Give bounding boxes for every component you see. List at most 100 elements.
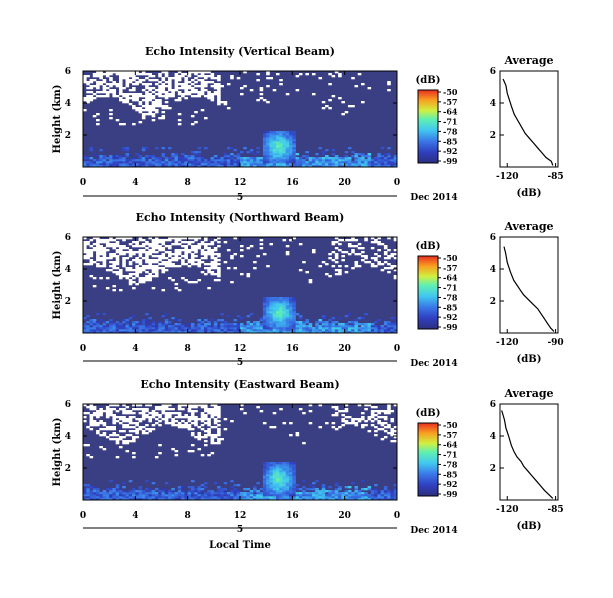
y-tick-label: 2 <box>490 131 496 141</box>
heatmap-cell <box>387 89 391 92</box>
heatmap-cell <box>272 492 277 495</box>
heatmap-cell <box>132 456 136 459</box>
heatmap-cell <box>262 301 267 304</box>
heatmap-cell <box>233 494 238 497</box>
heatmap-cell <box>112 163 117 166</box>
heatmap-cell <box>115 165 120 168</box>
heatmap-cell <box>256 490 260 493</box>
heatmap-cell <box>151 325 156 328</box>
heatmap-cell <box>380 438 385 441</box>
heatmap-cell <box>122 492 126 495</box>
heatmap-cell <box>115 157 120 160</box>
heatmap-cell <box>269 309 274 312</box>
heatmap-cell <box>282 468 287 471</box>
heatmap-cell <box>115 251 120 254</box>
heatmap-cell <box>164 498 169 501</box>
heatmap-cell <box>331 149 336 152</box>
heatmap-cell <box>109 117 113 120</box>
heatmap-cell <box>259 498 264 501</box>
heatmap-cell <box>364 496 368 499</box>
heatmap-cell <box>341 494 345 497</box>
heatmap-cell <box>210 494 215 497</box>
heatmap-cell <box>184 241 188 244</box>
heatmap-cell <box>282 165 287 168</box>
heatmap-cell <box>207 432 211 435</box>
heatmap-cell <box>99 245 103 248</box>
heatmap-cell <box>370 492 375 495</box>
x-axis-ticks: 0 4 8 12 16 20 0 <box>80 71 400 188</box>
heatmap-cell <box>262 313 267 316</box>
heatmap-cell <box>266 488 270 491</box>
heatmap-cell <box>161 261 166 264</box>
heatmap-cell <box>269 321 274 324</box>
heatmap-cell <box>99 329 103 332</box>
heatmap-cell <box>200 93 205 96</box>
heatmap-cell <box>194 331 198 334</box>
heatmap-cell <box>328 99 332 102</box>
heatmap-cell <box>83 245 87 248</box>
y-tick-label: 6 <box>490 400 496 410</box>
heatmap-cell <box>204 331 208 334</box>
heatmap-cell <box>138 81 143 84</box>
heatmap-cell <box>184 89 188 92</box>
heatmap-cell <box>132 277 136 280</box>
x-tick-label: 20 <box>338 178 351 188</box>
heatmap-cell <box>374 165 378 168</box>
heatmap-cell <box>128 165 133 168</box>
heatmap-cell <box>89 490 94 493</box>
heatmap-cell <box>174 159 179 162</box>
heatmap-cell <box>112 404 117 407</box>
heatmap-cell <box>177 319 182 322</box>
heatmap-cell <box>194 239 198 242</box>
heatmap-cell <box>141 414 146 417</box>
heatmap-cell <box>269 155 274 158</box>
heatmap-cell <box>118 430 123 433</box>
heatmap-cell <box>89 416 94 419</box>
heatmap-cell <box>311 157 316 160</box>
heatmap-cell <box>112 496 117 499</box>
heatmap-cell <box>145 498 149 501</box>
heatmap-cell <box>220 438 224 441</box>
heatmap-cell <box>200 406 205 409</box>
heatmap-cell <box>292 494 296 497</box>
heatmap-cell <box>194 111 198 114</box>
heatmap-cell <box>207 95 211 98</box>
heatmap-cell <box>246 325 251 328</box>
heatmap-cell <box>328 325 332 328</box>
heatmap-cell <box>279 161 283 164</box>
heatmap-cell <box>275 151 280 154</box>
heatmap-cell <box>109 265 113 268</box>
heatmap-cell <box>86 163 90 166</box>
heatmap-cell <box>135 107 139 110</box>
heatmap-cell <box>122 412 126 415</box>
heatmap-cell <box>145 424 149 427</box>
heatmap-cell <box>253 488 257 491</box>
heatmap-cell <box>390 410 395 413</box>
heatmap-cell <box>177 243 182 246</box>
heatmap-cell <box>112 155 117 158</box>
heatmap-cell <box>305 327 309 330</box>
heatmap-cell <box>151 424 156 427</box>
heatmap-cell <box>334 237 339 240</box>
heatmap-cell <box>132 327 136 330</box>
heatmap-cell <box>122 327 126 330</box>
heatmap-cell <box>118 87 123 90</box>
heatmap-cell <box>354 498 359 501</box>
heatmap-cell <box>298 323 303 326</box>
heatmap-cell <box>262 141 267 144</box>
heatmap-cell <box>377 496 381 499</box>
heatmap-cell <box>86 99 90 102</box>
heatmap-cell <box>128 261 133 264</box>
heatmap-cell <box>145 313 149 316</box>
heatmap-cell <box>125 83 130 86</box>
heatmap-cell <box>262 147 267 150</box>
heatmap-cell <box>233 237 238 240</box>
heatmap-cell <box>279 474 283 477</box>
heatmap-cell <box>132 436 136 439</box>
heatmap-cell <box>204 325 208 328</box>
heatmap-cell <box>357 253 362 256</box>
heatmap-cell <box>275 139 280 142</box>
heatmap-cell <box>292 480 296 483</box>
heatmap-cell <box>141 157 146 160</box>
heatmap-cell <box>125 325 130 328</box>
